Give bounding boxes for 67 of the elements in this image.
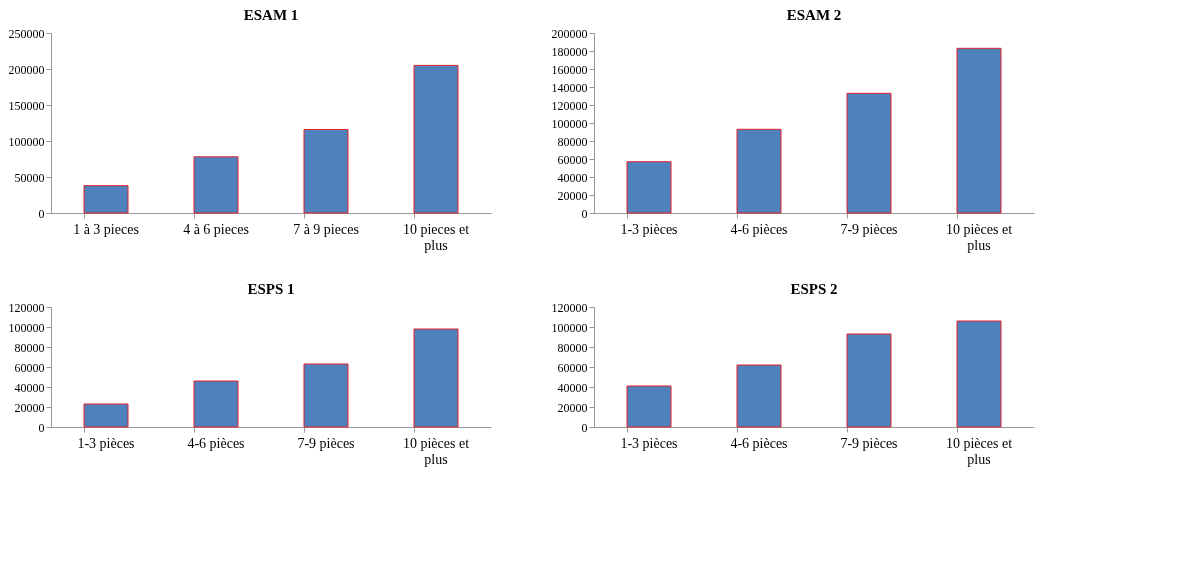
x-tick-label: 1 à 3 pieces	[73, 221, 139, 237]
y-tick-label: 150000	[8, 98, 45, 113]
bar	[626, 161, 672, 214]
y-tick-label: 80000	[14, 340, 45, 355]
y-tick-label: 20000	[14, 400, 45, 415]
bar	[846, 333, 892, 428]
y-tick-label: 60000	[557, 152, 588, 167]
y-tick-label: 160000	[551, 62, 588, 77]
y-tick-label: 100000	[551, 320, 588, 335]
bar	[736, 128, 782, 214]
x-tick-label: 7-9 pièces	[840, 435, 898, 451]
x-tick-label: 10 pièces et plus	[945, 435, 1013, 467]
bar	[193, 156, 239, 214]
bar	[736, 364, 782, 428]
y-tick-label: 80000	[557, 340, 588, 355]
x-tick-label: 1-3 pièces	[77, 435, 135, 451]
x-tick-label: 1-3 pièces	[620, 221, 678, 237]
y-tick-label: 250000	[8, 26, 45, 41]
x-tick-label: 10 pièces et plus	[402, 435, 470, 467]
y-tick-label: 0	[38, 206, 45, 221]
bar	[956, 320, 1002, 428]
y-tick-label: 40000	[557, 170, 588, 185]
y-tick-label: 180000	[551, 44, 588, 59]
chart-title: ESAM 2	[786, 7, 842, 23]
y-tick-label: 0	[581, 206, 588, 221]
y-tick-label: 100000	[8, 320, 45, 335]
y-tick-label: 140000	[551, 80, 588, 95]
bar	[303, 363, 349, 428]
bar	[626, 385, 672, 428]
x-tick-label: 4 à 6 pieces	[183, 221, 249, 237]
x-tick-label: 4-6 pièces	[187, 435, 245, 451]
chart-title: ESPS 1	[247, 281, 295, 297]
x-tick-label: 10 pièces et plus	[945, 221, 1013, 253]
y-tick-label: 40000	[557, 380, 588, 395]
y-tick-label: 20000	[557, 400, 588, 415]
x-tick-label: 10 pieces et plus	[402, 221, 470, 253]
x-tick-label: 7-9 pièces	[840, 221, 898, 237]
y-tick-label: 60000	[557, 360, 588, 375]
y-tick-label: 200000	[551, 26, 588, 41]
y-tick-label: 120000	[551, 300, 588, 315]
y-tick-label: 120000	[8, 300, 45, 315]
y-tick-label: 80000	[557, 134, 588, 149]
y-tick-label: 0	[38, 420, 45, 435]
x-tick-label: 4-6 pièces	[730, 435, 788, 451]
x-tick-label: 1-3 pièces	[620, 435, 678, 451]
bar	[846, 92, 892, 214]
y-tick-label: 100000	[551, 116, 588, 131]
bar	[193, 380, 239, 428]
y-tick-label: 50000	[14, 170, 45, 185]
chart-title: ESAM 1	[243, 7, 299, 23]
bar	[303, 128, 349, 214]
bar	[83, 185, 129, 214]
x-tick-label: 4-6 pièces	[730, 221, 788, 237]
chart-title: ESPS 2	[790, 281, 838, 297]
bar	[413, 64, 459, 214]
x-tick-label: 7-9 pièces	[297, 435, 355, 451]
y-tick-label: 100000	[8, 134, 45, 149]
x-tick-label: 7 à 9 pieces	[293, 221, 359, 237]
y-tick-label: 0	[581, 420, 588, 435]
bar	[956, 47, 1002, 214]
y-tick-label: 60000	[14, 360, 45, 375]
bar	[413, 328, 459, 428]
y-tick-label: 120000	[551, 98, 588, 113]
bar	[83, 403, 129, 428]
y-tick-label: 40000	[14, 380, 45, 395]
y-tick-label: 200000	[8, 62, 45, 77]
y-tick-label: 20000	[557, 188, 588, 203]
